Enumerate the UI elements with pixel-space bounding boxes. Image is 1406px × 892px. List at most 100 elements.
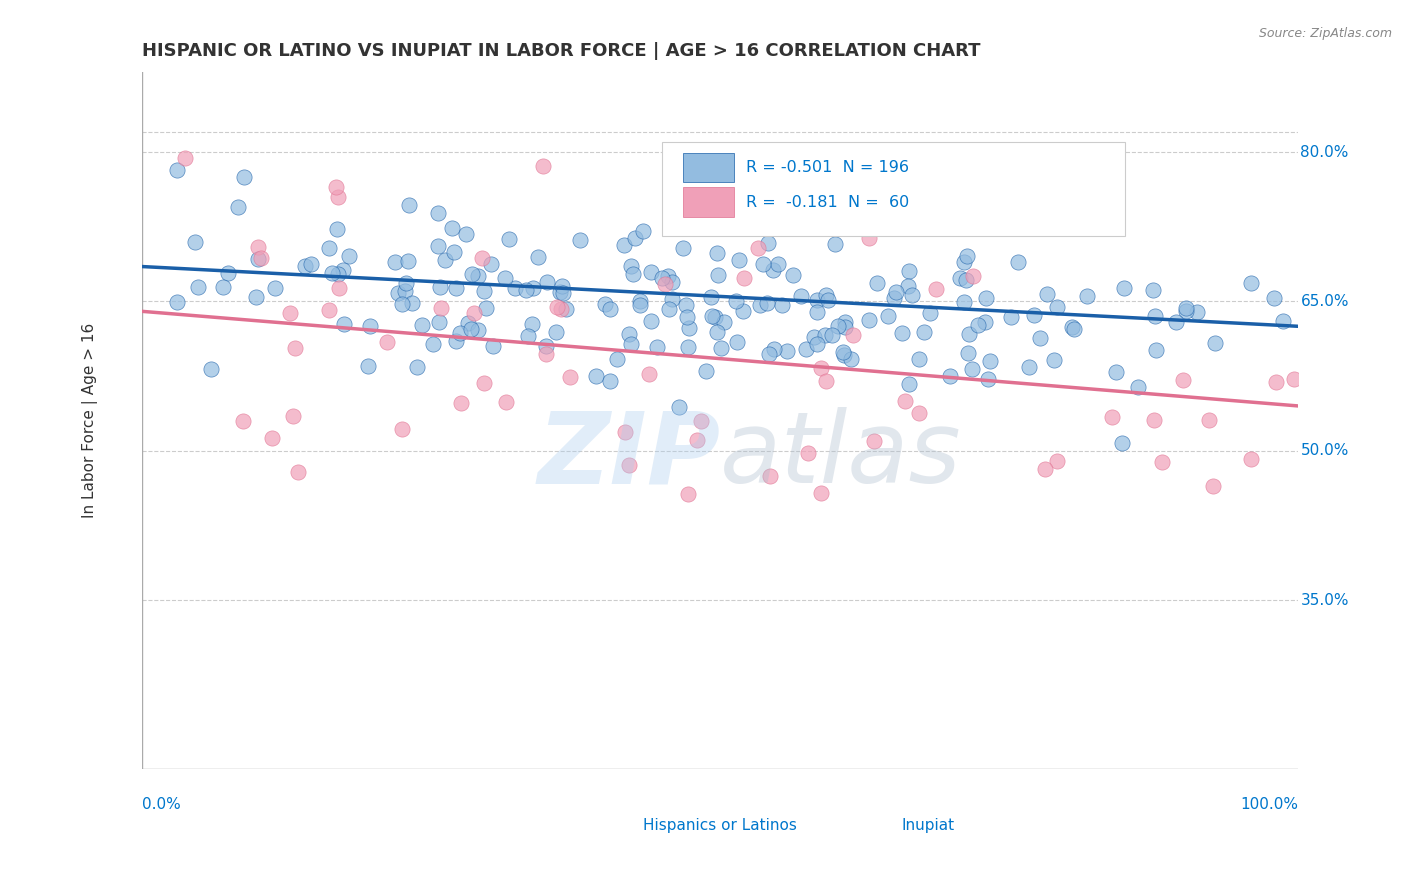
Point	[839, 351, 862, 366]
Point	[321, 266, 343, 280]
Point	[620, 259, 643, 273]
Point	[894, 394, 917, 409]
Point	[326, 190, 349, 204]
Text: Hispanics or Latinos: Hispanics or Latinos	[644, 818, 797, 833]
Point	[284, 341, 307, 355]
Point	[827, 319, 849, 334]
Point	[628, 293, 651, 308]
Point	[884, 285, 907, 299]
Point	[842, 327, 865, 342]
Point	[1111, 436, 1133, 450]
Point	[401, 296, 423, 310]
Point	[551, 279, 574, 293]
Point	[834, 320, 856, 334]
Point	[481, 339, 503, 353]
Point	[460, 322, 482, 336]
Point	[398, 198, 420, 212]
Point	[623, 267, 645, 281]
Point	[429, 301, 451, 316]
Point	[1272, 314, 1295, 328]
Point	[1018, 360, 1040, 375]
Point	[713, 315, 735, 329]
Text: R =  -0.181  N =  60: R = -0.181 N = 60	[745, 194, 908, 210]
Point	[1263, 291, 1285, 305]
Point	[498, 232, 520, 246]
Point	[640, 313, 662, 327]
Point	[287, 465, 309, 479]
Point	[461, 267, 484, 281]
Point	[217, 266, 239, 280]
Point	[391, 296, 413, 310]
Text: 35.0%: 35.0%	[1301, 592, 1348, 607]
Point	[250, 251, 273, 265]
Point	[815, 374, 838, 388]
Point	[794, 343, 817, 357]
Point	[1063, 322, 1085, 336]
Point	[962, 269, 984, 284]
Point	[467, 268, 489, 283]
Point	[394, 285, 416, 299]
Point	[678, 321, 700, 335]
Point	[758, 347, 780, 361]
Point	[682, 162, 704, 177]
Point	[422, 337, 444, 351]
Text: R = -0.501  N = 196: R = -0.501 N = 196	[745, 160, 908, 175]
Point	[747, 241, 769, 255]
Point	[832, 344, 855, 359]
Point	[595, 297, 617, 311]
Point	[166, 295, 188, 310]
Point	[1128, 380, 1150, 394]
Point	[1035, 286, 1057, 301]
Point	[898, 264, 921, 278]
Point	[858, 313, 880, 327]
Point	[1166, 315, 1188, 329]
Point	[891, 326, 914, 340]
Text: ZIP: ZIP	[537, 408, 720, 504]
Point	[1143, 413, 1166, 427]
Point	[1202, 479, 1225, 493]
Point	[456, 227, 478, 242]
Text: In Labor Force | Age > 16: In Labor Force | Age > 16	[83, 323, 98, 518]
Point	[516, 329, 538, 343]
Point	[689, 414, 711, 428]
Point	[560, 370, 582, 384]
Point	[676, 340, 699, 354]
Point	[550, 302, 572, 317]
Point	[394, 276, 416, 290]
Point	[328, 267, 350, 281]
Point	[806, 304, 828, 318]
Point	[1282, 372, 1305, 386]
Point	[187, 279, 209, 293]
Point	[810, 486, 832, 500]
Point	[897, 278, 920, 293]
Point	[624, 231, 647, 245]
Point	[814, 328, 837, 343]
Point	[770, 298, 793, 312]
Point	[706, 245, 728, 260]
Point	[702, 193, 724, 207]
Point	[326, 222, 349, 236]
Point	[695, 364, 717, 378]
Point	[1046, 454, 1069, 468]
Point	[474, 376, 496, 390]
Point	[212, 280, 235, 294]
Text: atlas: atlas	[720, 408, 962, 504]
Point	[1142, 284, 1164, 298]
Point	[967, 318, 990, 333]
Point	[318, 302, 340, 317]
Point	[463, 306, 485, 320]
Point	[534, 339, 557, 353]
Point	[1173, 374, 1195, 388]
Point	[752, 257, 775, 271]
Point	[391, 422, 413, 436]
Point	[174, 151, 197, 165]
Point	[333, 318, 356, 332]
Point	[546, 300, 568, 314]
FancyBboxPatch shape	[852, 811, 877, 830]
Point	[700, 310, 723, 324]
Point	[762, 262, 785, 277]
Point	[883, 291, 905, 305]
Point	[1150, 455, 1173, 469]
Point	[280, 305, 302, 319]
Point	[245, 290, 267, 304]
